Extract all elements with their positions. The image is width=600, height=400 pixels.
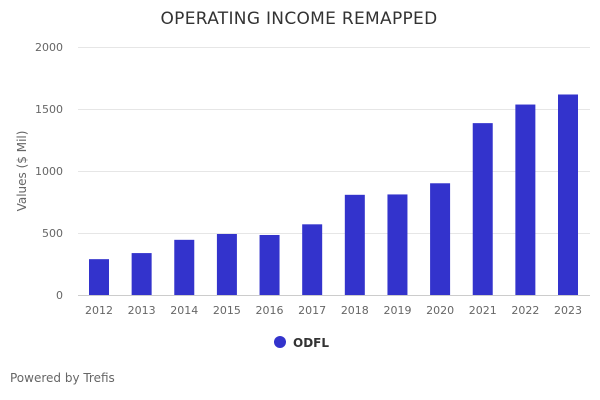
bar-2015[interactable] (216, 233, 237, 295)
x-tick-label: 2019 (383, 304, 411, 317)
x-tick-label: 2016 (256, 304, 284, 317)
y-tick-label: 500 (42, 227, 63, 240)
bar-2017[interactable] (302, 224, 323, 295)
x-tick-label: 2013 (128, 304, 156, 317)
x-tick-label: 2020 (426, 304, 454, 317)
y-tick-label: 1000 (35, 165, 63, 178)
y-axis-ticks: 0 500 1000 1500 2000 (35, 41, 63, 302)
bar-2018[interactable] (344, 194, 365, 295)
bar-2021[interactable] (472, 123, 493, 295)
gridlines (78, 47, 590, 234)
y-tick-label: 2000 (35, 41, 63, 54)
x-tick-label: 2021 (469, 304, 497, 317)
x-axis-ticks: 2012 2013 2014 2015 2016 2017 2018 2019 2020 2021… (85, 304, 582, 317)
bar-2020[interactable] (430, 183, 451, 295)
y-tick-label: 0 (56, 289, 63, 302)
legend[interactable]: ODFL (274, 336, 329, 350)
bar-2014[interactable] (174, 239, 195, 295)
bar-2013[interactable] (131, 253, 152, 295)
y-axis-title: Values ($ Mil) (15, 131, 29, 212)
legend-label-odfl[interactable]: ODFL (293, 336, 329, 350)
bar-2022[interactable] (515, 104, 536, 295)
bar-2012[interactable] (89, 259, 109, 295)
bar-2023[interactable] (558, 94, 578, 295)
chart-title: OPERATING INCOME REMAPPED (161, 9, 438, 29)
x-tick-label: 2017 (298, 304, 326, 317)
x-tick-label: 2014 (170, 304, 198, 317)
legend-swatch-odfl[interactable] (274, 336, 286, 348)
powered-by-credit: Powered by Trefis (10, 371, 115, 385)
bar-2019[interactable] (387, 194, 408, 295)
x-tick-label: 2022 (511, 304, 539, 317)
bar-2016[interactable] (259, 234, 280, 295)
x-tick-label: 2015 (213, 304, 241, 317)
x-tick-label: 2023 (554, 304, 582, 317)
y-tick-label: 1500 (35, 103, 63, 116)
x-tick-label: 2018 (341, 304, 369, 317)
bars (89, 94, 578, 295)
x-tick-label: 2012 (85, 304, 113, 317)
